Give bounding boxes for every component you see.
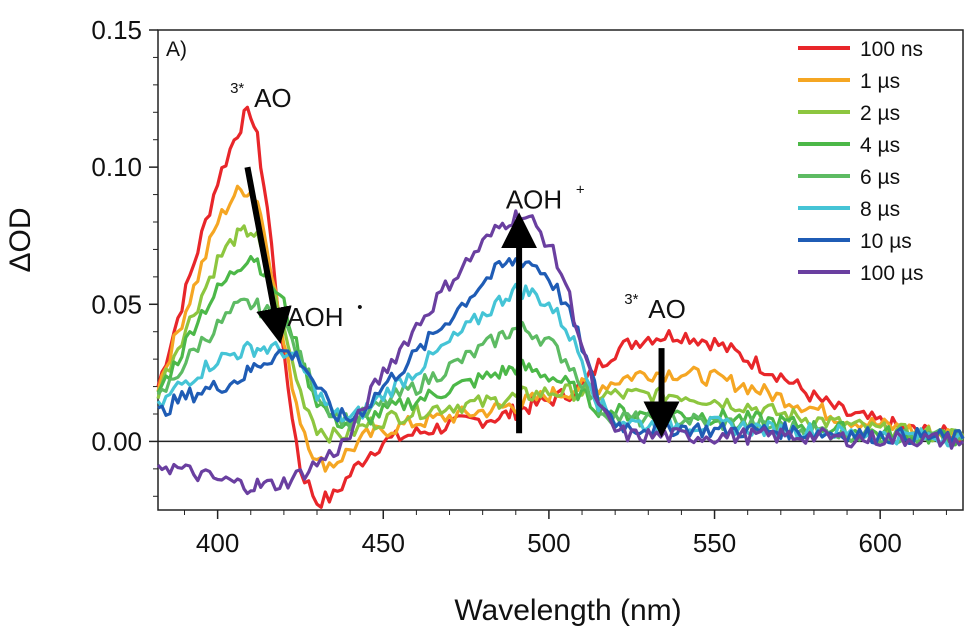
annotation-sup: 3*	[230, 80, 244, 97]
legend-label-0: 100 ns	[860, 38, 923, 61]
x-tick-label: 600	[858, 528, 901, 558]
x-tick-label: 550	[693, 528, 736, 558]
legend-label-5: 8 µs	[860, 198, 900, 221]
annotation-text: AO	[254, 83, 292, 113]
legend-label-4: 6 µs	[860, 166, 900, 189]
y-tick-label: 0.05	[91, 289, 142, 319]
series-line-6	[157, 257, 965, 446]
y-tick-label: 0.10	[91, 152, 142, 182]
annotation-sup: 3*	[624, 291, 638, 308]
annotation-text: AOH	[506, 184, 562, 214]
series-line-2	[156, 224, 965, 444]
annotation-arrow-0	[244, 166, 292, 344]
x-tick-label: 400	[196, 528, 239, 558]
annotation-sup-after: •	[357, 299, 362, 316]
legend-label-2: 2 µs	[860, 102, 900, 125]
y-tick-label: 0.00	[91, 426, 142, 456]
y-tick-label: 0.15	[91, 15, 142, 45]
annotation-label-3: 3* AO	[624, 291, 686, 324]
legend-label-7: 100 µs	[860, 262, 923, 285]
legend-label-3: 4 µs	[860, 134, 900, 157]
series-layer	[156, 105, 965, 509]
legend-label-6: 10 µs	[860, 230, 912, 253]
x-axis-title: Wavelength (nm)	[454, 594, 681, 627]
panel-label: A)	[166, 38, 187, 61]
annotation-text: AOH	[287, 302, 343, 332]
ticks-layer: 400 450 500 550 600 0.00 0.05 0.10 0.15	[91, 15, 963, 558]
x-tick-label: 500	[527, 528, 570, 558]
annotation-label-0: 3* AO	[230, 80, 292, 113]
y-axis-title: ΔOD	[4, 207, 37, 272]
annotation-layer: 3* AO AOH • AOH +3* AO	[230, 80, 686, 438]
annotation-text: AO	[648, 294, 686, 324]
x-tick-label: 450	[362, 528, 405, 558]
legend: 100 ns 1 µs 2 µs 4 µs 6 µs 8 µs 10 µs 100 µs	[798, 38, 923, 285]
annotation-label-2: AOH +	[506, 181, 585, 214]
plot-frame	[157, 29, 964, 511]
annotation-label-1: AOH •	[287, 299, 362, 332]
annotation-sup-after: +	[576, 181, 585, 198]
series-line-7	[156, 209, 965, 496]
series-line-0	[156, 105, 965, 509]
legend-label-1: 1 µs	[860, 70, 900, 93]
